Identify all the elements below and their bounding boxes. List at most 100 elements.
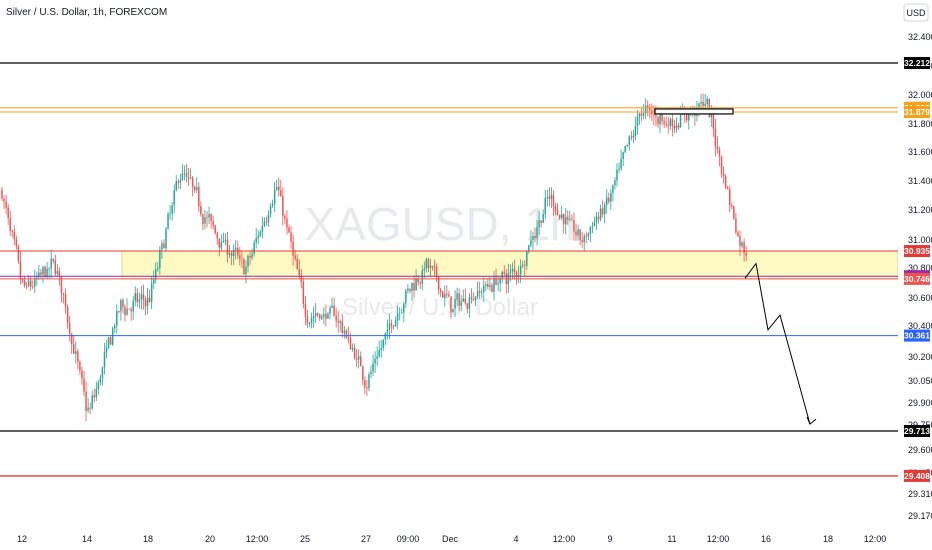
candle bbox=[417, 275, 419, 286]
candle-body bbox=[620, 158, 622, 169]
candle bbox=[394, 316, 397, 327]
candle bbox=[495, 268, 497, 286]
price-tag-32.212 bbox=[904, 57, 930, 69]
horizontal-levels[interactable] bbox=[0, 62, 898, 477]
candle-body bbox=[132, 300, 134, 312]
x-tick-label: 25 bbox=[300, 534, 310, 544]
candle bbox=[677, 122, 680, 131]
candle-body bbox=[173, 190, 175, 206]
candle-body bbox=[688, 110, 690, 121]
candle-body bbox=[157, 267, 159, 270]
x-tick-label: 14 bbox=[82, 534, 92, 544]
candle bbox=[222, 232, 225, 243]
candle bbox=[538, 211, 540, 235]
candle-body bbox=[232, 249, 235, 257]
candle bbox=[191, 176, 194, 197]
candle-body bbox=[189, 177, 192, 179]
candle bbox=[298, 259, 300, 279]
projection-path[interactable] bbox=[744, 262, 817, 425]
candle-body bbox=[116, 311, 118, 326]
candle-body bbox=[312, 316, 315, 318]
currency-button-label[interactable]: USD bbox=[906, 8, 926, 18]
candle-body bbox=[161, 243, 163, 250]
candle-body bbox=[50, 258, 52, 269]
candle bbox=[401, 308, 403, 314]
candle-body bbox=[294, 255, 296, 259]
candle-body bbox=[394, 320, 397, 327]
candle-body bbox=[439, 289, 442, 292]
candle-body bbox=[142, 294, 145, 300]
candle bbox=[319, 313, 321, 322]
candle-body bbox=[255, 237, 257, 243]
candle bbox=[62, 292, 65, 304]
currency-button-frame[interactable] bbox=[903, 3, 929, 22]
range-box-rect[interactable] bbox=[654, 108, 734, 115]
y-tick-label: 30.800 bbox=[908, 263, 932, 273]
candle-body bbox=[546, 196, 549, 198]
candle bbox=[73, 335, 75, 355]
candle bbox=[304, 295, 307, 326]
candle-body bbox=[702, 101, 704, 107]
candle bbox=[390, 319, 393, 333]
price-tag-label: 29.408 bbox=[904, 471, 930, 481]
candle-body bbox=[38, 272, 40, 278]
candle bbox=[733, 205, 735, 220]
candle bbox=[206, 211, 208, 228]
candle-body bbox=[489, 285, 491, 287]
candle-body bbox=[657, 117, 659, 125]
candle-body bbox=[722, 173, 725, 177]
candle bbox=[132, 296, 134, 321]
candle-body bbox=[392, 325, 395, 327]
candle bbox=[460, 295, 462, 312]
candle-body bbox=[327, 313, 329, 319]
candle-body bbox=[435, 267, 438, 277]
candle bbox=[165, 226, 167, 251]
candle-body bbox=[671, 119, 674, 127]
projection-line[interactable] bbox=[744, 262, 811, 425]
x-tick-label: 12:00 bbox=[864, 534, 887, 544]
candle bbox=[310, 312, 313, 329]
candle bbox=[638, 112, 641, 125]
candle-body bbox=[524, 264, 526, 266]
candle-body bbox=[355, 358, 358, 360]
candle-body bbox=[485, 284, 487, 286]
candle bbox=[321, 313, 323, 320]
candle bbox=[241, 250, 243, 268]
candle-body bbox=[634, 126, 637, 136]
candle bbox=[273, 181, 276, 213]
candle bbox=[50, 249, 52, 278]
candle bbox=[716, 136, 719, 154]
candle bbox=[480, 288, 483, 298]
candle-body bbox=[405, 290, 407, 304]
candle bbox=[534, 227, 536, 243]
candle bbox=[70, 332, 73, 354]
candle-body bbox=[259, 231, 262, 236]
candle bbox=[284, 213, 286, 225]
candle-body bbox=[230, 253, 233, 257]
range-box[interactable] bbox=[654, 108, 734, 115]
candle-body bbox=[587, 233, 590, 237]
price-axis[interactable]: 32.40032.20032.00031.80031.60031.40031.2… bbox=[898, 0, 932, 550]
candle bbox=[366, 379, 368, 397]
candle-body bbox=[562, 214, 565, 225]
candle bbox=[669, 117, 672, 130]
candle bbox=[579, 228, 581, 246]
y-tick-label: 31.600 bbox=[908, 147, 932, 157]
candle bbox=[169, 204, 171, 220]
candle-body bbox=[474, 296, 477, 301]
candle bbox=[653, 105, 655, 126]
candle bbox=[42, 265, 44, 284]
candle bbox=[509, 264, 512, 281]
time-axis[interactable]: 12 14 18 20 12:00 25 27 09:00 Dec 4 12:00 9 11 12:00 1… bbox=[0, 528, 932, 550]
candle bbox=[11, 229, 13, 238]
candle-body bbox=[319, 314, 321, 319]
candle-body bbox=[612, 185, 614, 193]
currency-button[interactable]: USD bbox=[903, 3, 929, 22]
candle-body bbox=[187, 176, 190, 178]
candle-body bbox=[714, 128, 717, 147]
candle bbox=[741, 240, 743, 249]
candle bbox=[450, 296, 452, 319]
candle-body bbox=[448, 294, 450, 297]
candle bbox=[571, 214, 573, 221]
